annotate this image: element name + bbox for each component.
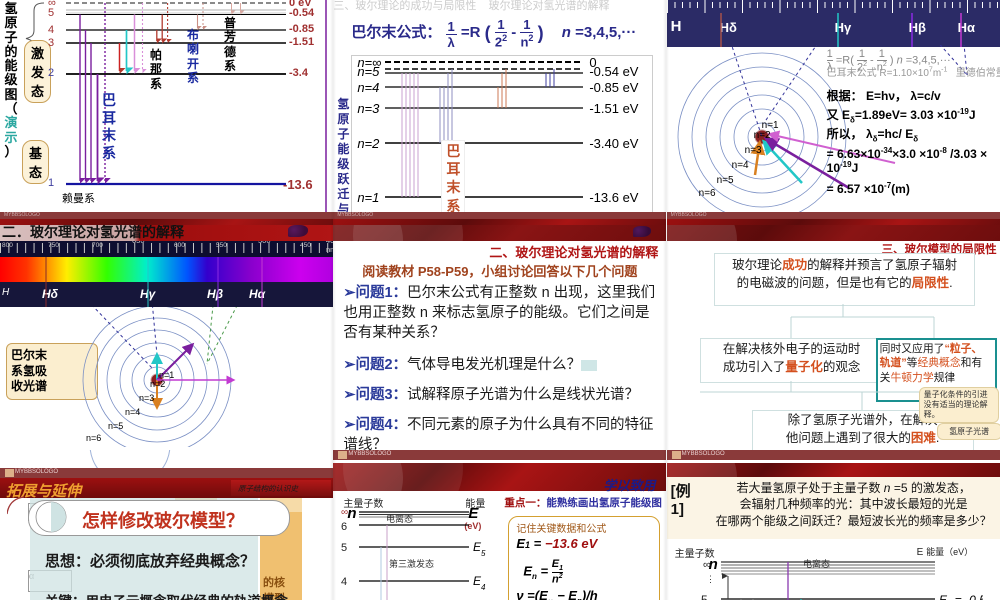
- svg-text:∞: ∞: [341, 507, 348, 518]
- svg-text:电离态: 电离态: [386, 513, 413, 524]
- svg-text:E5: E5: [473, 540, 486, 558]
- svg-text:电离态: 电离态: [803, 558, 830, 569]
- svg-text:5: 5: [341, 542, 347, 554]
- svg-text:6: 6: [341, 521, 347, 533]
- svg-text:第三激发态: 第三激发态: [389, 558, 434, 569]
- svg-text:5: 5: [701, 593, 708, 600]
- svg-text:4: 4: [341, 576, 347, 588]
- svg-text:∞: ∞: [703, 559, 711, 571]
- svg-text:E4: E4: [473, 574, 486, 592]
- svg-text:⋮: ⋮: [706, 574, 715, 584]
- svg-text:E5 = -0.54: E5 = -0.54: [939, 593, 983, 600]
